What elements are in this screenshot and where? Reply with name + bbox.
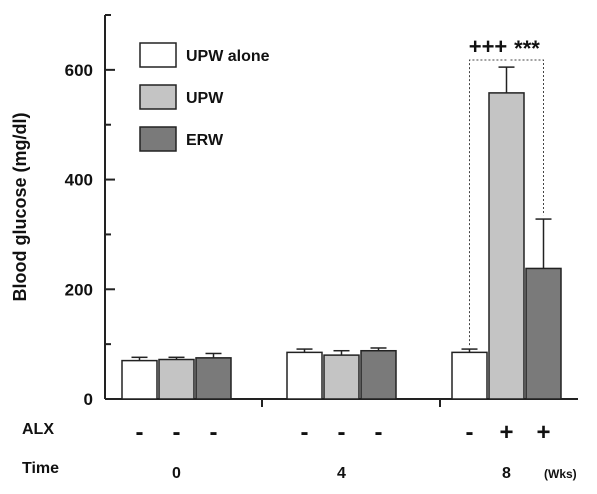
alx-marker: - [136,419,144,446]
significance-label: *** [514,36,540,61]
alx-marker: - [375,419,383,446]
alx-marker: - [173,419,181,446]
y-tick-label: 400 [65,171,93,190]
legend-label: UPW [186,90,224,107]
bar-upw-alone-4 [286,351,323,400]
significance-label: +++ [469,34,508,59]
alx-row-label: ALX [22,421,54,438]
time-row-label: Time [22,460,59,477]
alx-marker: + [536,419,550,446]
alx-marker: - [210,419,218,446]
y-tick-label: 600 [65,61,93,80]
bar-upw-alone-0 [121,359,158,400]
significance-annotations: +++ *** [469,34,544,346]
y-tick-label: 200 [65,280,93,299]
legend-swatch [139,126,177,152]
bar-erw-0 [195,357,232,400]
legend: UPW alone UPW ERW [139,42,270,152]
y-tick-label: 0 [84,390,93,409]
bars [121,66,562,400]
bar-upw-alone-8 [451,351,488,400]
alx-marker: + [499,419,513,446]
bar-upw-8 [488,92,525,400]
time-unit-label: (Wks) [544,467,577,481]
alx-marker: - [466,419,474,446]
bar-erw-8 [525,267,562,400]
legend-label: UPW alone [186,48,270,65]
bar-erw-4 [360,349,397,400]
time-label: 0 [172,465,181,482]
bar-upw-4 [323,354,360,400]
legend-label: ERW [186,132,224,149]
alx-marker: - [301,419,309,446]
time-label: 4 [337,465,346,482]
bar-upw-0 [158,358,195,400]
time-label: 8 [502,465,511,482]
legend-swatch [139,84,177,110]
significance-bracket [510,59,544,216]
alx-marker: - [338,419,346,446]
legend-swatch [139,42,177,68]
y-axis-label: Blood glucose (mg/dl) [10,113,30,302]
